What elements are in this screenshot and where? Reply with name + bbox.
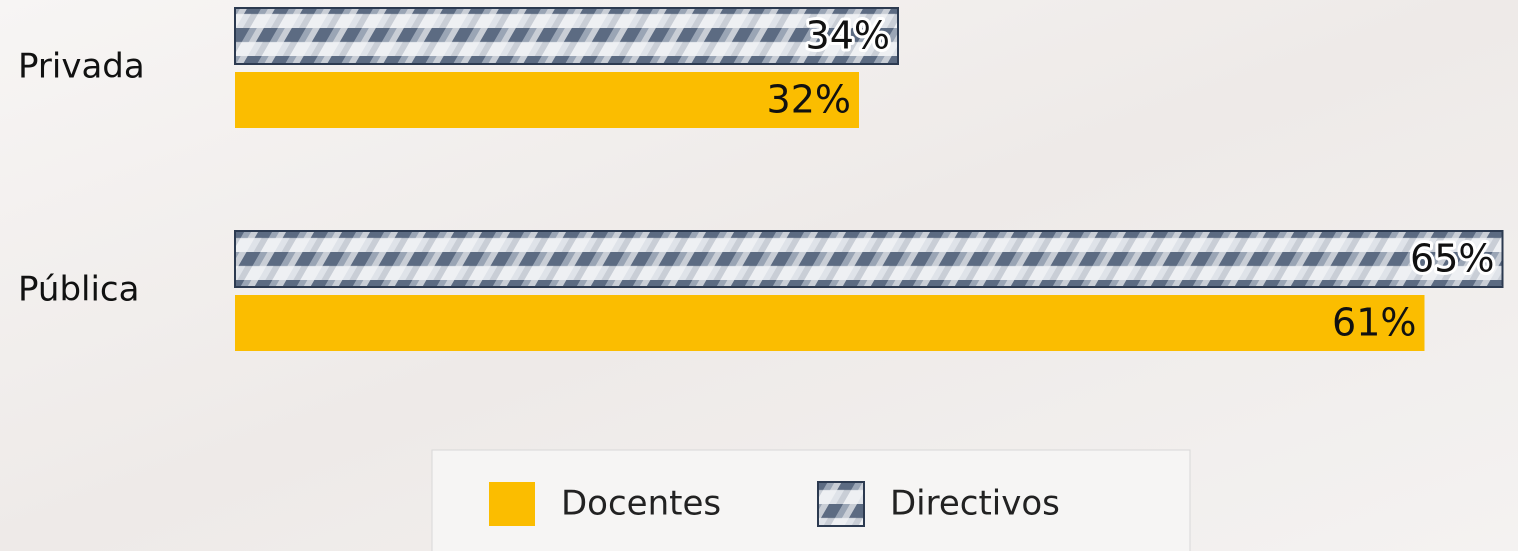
legend-label: Docentes [561,484,721,524]
legend-box [432,450,1190,551]
page: {"chart_data": {"type": "bar", "orientat… [0,0,1518,551]
value-label: 65% [1410,237,1494,281]
bar [235,295,1425,351]
value-label: 32% [767,78,851,122]
category-label: Privada [18,47,145,87]
chart: Privada 34% 32% Pública 65% 61% Docentes Direct… [0,0,1518,551]
category-label: Pública [18,270,139,310]
value-label: 34% [806,14,890,58]
bar [235,231,1503,287]
legend-label: Directivos [890,484,1060,524]
bar [235,72,859,128]
value-label: 61% [1332,301,1416,345]
legend-swatch [818,482,864,526]
bar [235,8,898,64]
legend-swatch [489,482,535,526]
